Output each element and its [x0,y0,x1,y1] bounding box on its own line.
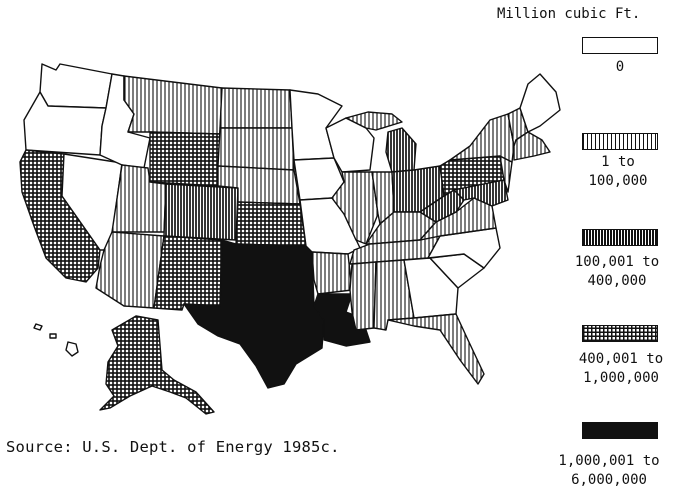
state-maine [519,73,561,133]
hawaii-island-3 [33,323,43,331]
legend-title: Million cubic Ft. [497,6,641,22]
state-wyoming [149,131,221,187]
state-hawaii [65,341,79,357]
state-kansas [235,201,307,247]
legend-label-2: 100,001 to 400,000 [574,254,660,289]
state-new-mexico [153,235,223,311]
legend-label-0: 0 [615,59,625,75]
state-georgia [403,257,459,319]
state-montana [123,75,223,135]
state-colorado [163,183,239,241]
state-michigan-lower [385,127,417,173]
legend-label-4: 1,000,001 to 6,000,000 [558,453,660,488]
legend-swatch-2 [582,229,658,246]
state-michigan-upper [345,111,403,131]
state-new-york [449,113,515,163]
legend-swatch-4 [582,422,658,439]
state-arizona [95,231,165,309]
state-south-dakota [217,127,295,171]
legend-label-1: 1 to 100,000 [588,154,648,189]
legend-label-3: 400,001 to 1,000,000 [578,351,664,386]
state-washington [39,63,113,109]
legend-swatch-0 [582,37,658,54]
state-mississippi [349,261,377,331]
state-louisiana [313,293,371,347]
state-alaska [99,315,215,415]
state-north-dakota [219,87,293,129]
state-southern-new-england [513,131,551,161]
hawaii-island-2 [49,333,57,339]
legend-swatch-3 [582,325,658,342]
state-virginia [419,197,497,241]
state-florida [387,313,485,385]
legend-swatch-1 [582,133,658,150]
source-note: Source: U.S. Dept. of Energy 1985c. [6,438,340,456]
state-arkansas [311,251,353,295]
